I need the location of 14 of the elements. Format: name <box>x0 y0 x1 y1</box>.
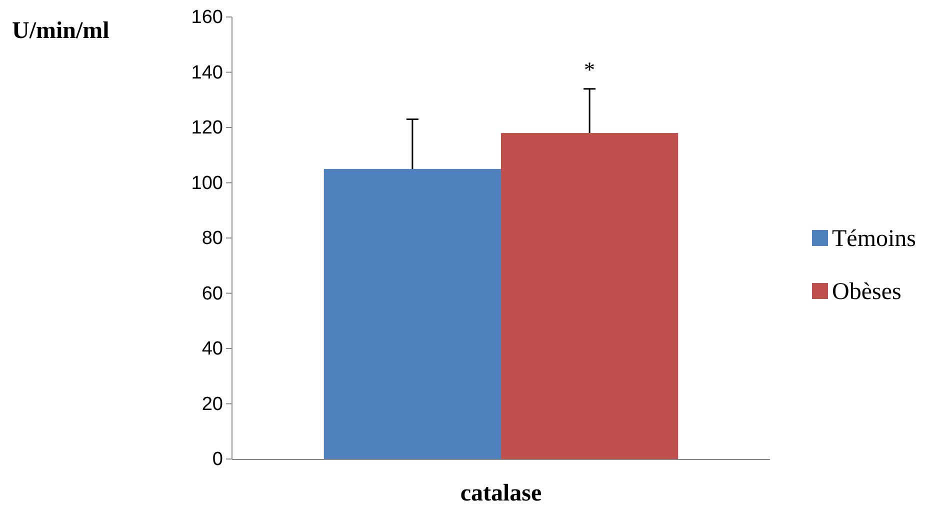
y-axis-title: U/min/ml <box>12 18 110 44</box>
y-tick-label: 100 <box>191 172 223 194</box>
y-tick-label: 20 <box>202 394 223 415</box>
y-tick-label: 0 <box>212 449 223 470</box>
legend-label: Obèses <box>832 279 902 305</box>
annotation: * <box>584 56 596 82</box>
y-tick-label: 40 <box>202 338 223 360</box>
x-tick-label: catalase <box>460 480 542 506</box>
y-tick-label: 160 <box>191 7 223 28</box>
y-tick-label: 140 <box>191 62 223 84</box>
y-tick-label: 120 <box>191 118 223 139</box>
legend-label: Témoins <box>832 226 916 252</box>
y-tick-label: 80 <box>202 228 223 250</box>
y-tick-label: 60 <box>202 283 223 304</box>
